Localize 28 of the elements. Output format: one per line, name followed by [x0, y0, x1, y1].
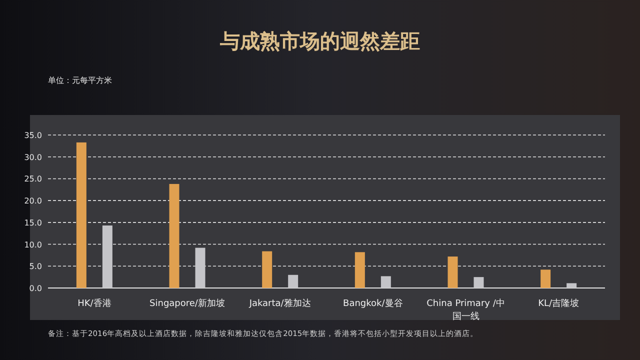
bar	[448, 256, 458, 288]
y-tick-label: 20.0	[24, 196, 42, 206]
bar	[102, 225, 112, 288]
chart-title: 与成熟市场的迥然差距	[219, 29, 420, 53]
bar	[195, 248, 206, 288]
bar	[540, 270, 551, 288]
bar	[76, 142, 86, 288]
x-tick-label: China Primary /中国一线	[426, 298, 505, 322]
y-tick-label: 15.0	[24, 218, 42, 228]
y-tick-label: 5.0	[29, 262, 42, 272]
bar	[566, 283, 577, 288]
bar	[169, 184, 180, 288]
y-tick-label: 25.0	[24, 174, 42, 184]
x-tick-label: Bangkok/曼谷	[343, 298, 403, 309]
x-tick-label: KL/吉隆坡	[538, 298, 580, 309]
bar	[354, 252, 365, 288]
y-tick-label: 35.0	[24, 131, 42, 140]
y-tick-label: 10.0	[24, 240, 42, 250]
y-tick-label: 0.0	[29, 284, 42, 293]
y-tick-label: 30.0	[24, 152, 42, 162]
bar	[474, 277, 484, 288]
bar	[262, 251, 272, 288]
text: 单位：元每平方米	[48, 76, 112, 85]
x-tick-label: HK/香港	[78, 298, 112, 309]
x-tick-label: Jakarta/雅加达	[248, 298, 311, 309]
bar	[380, 276, 391, 288]
bar	[288, 274, 298, 288]
x-tick-label: Singapore/新加坡	[150, 298, 225, 309]
